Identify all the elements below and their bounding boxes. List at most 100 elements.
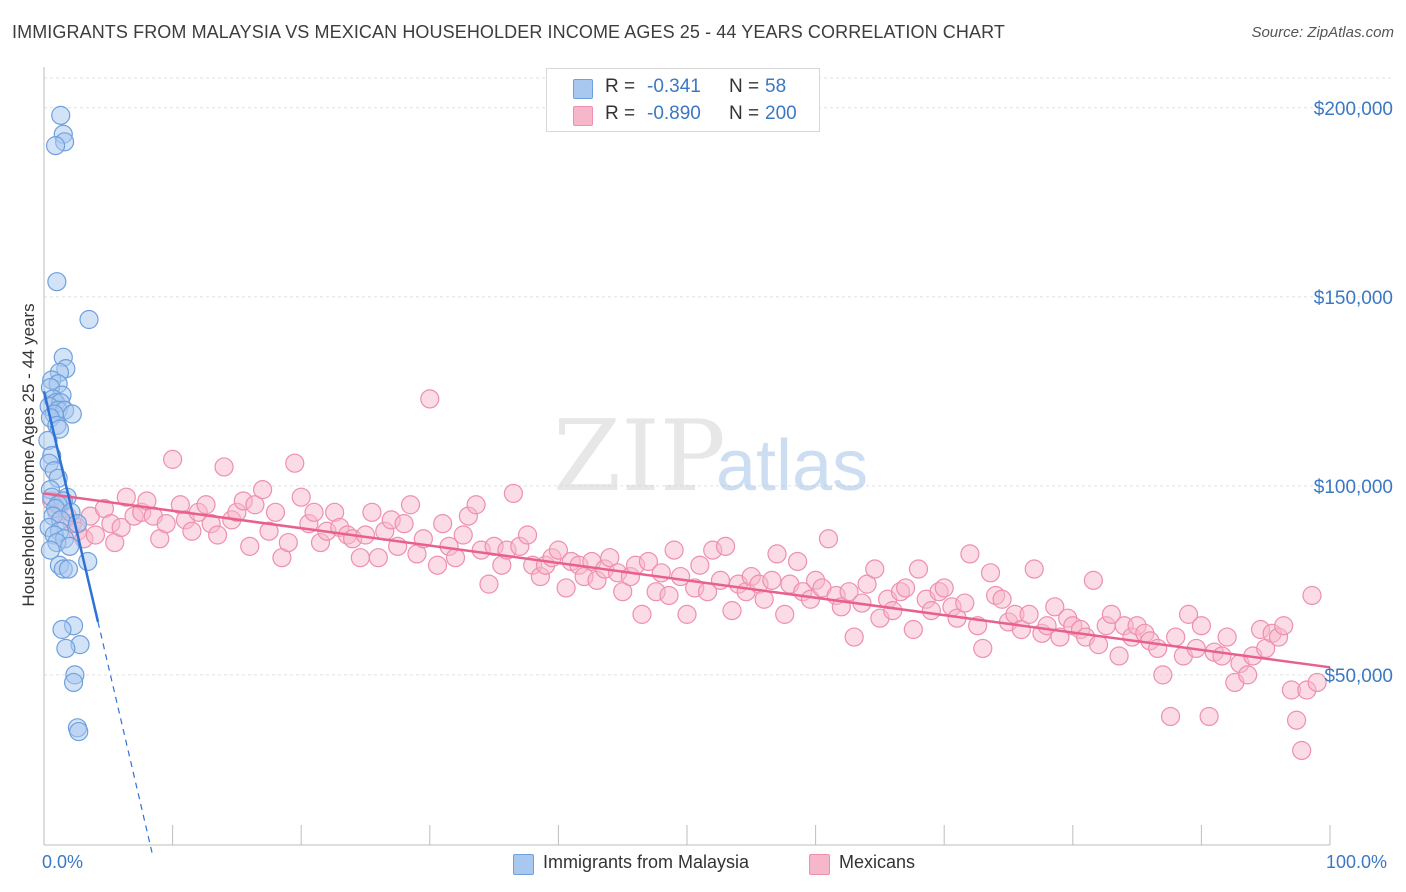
- mexicans-swatch: [573, 106, 593, 126]
- malaysia-trend-extension: [97, 621, 153, 853]
- mexicans-trend-line: [43, 492, 1331, 669]
- trend-lines: [42, 391, 1331, 853]
- n-value: 200: [765, 103, 797, 124]
- mexicans-legend-swatch: [809, 854, 830, 875]
- mexicans-point: [350, 548, 370, 568]
- n-label: N =: [729, 103, 760, 124]
- mexicans-point: [368, 548, 388, 568]
- y-tick-label: $100,000: [1314, 477, 1393, 498]
- mexicans-point: [285, 453, 305, 473]
- mexicans-point: [934, 578, 954, 598]
- mexicans-point: [466, 495, 486, 515]
- mexicans-point: [400, 495, 421, 515]
- r-value: -0.341: [647, 76, 701, 97]
- mexicans-point: [394, 514, 414, 534]
- mexicans-point: [208, 525, 228, 545]
- mexicans-point: [715, 536, 736, 556]
- mexicans-point: [1178, 604, 1199, 624]
- mexicans-point: [787, 551, 808, 572]
- watermark-atlas: atlas: [716, 426, 868, 506]
- mexicans-point: [362, 502, 382, 522]
- mexicans-point: [1024, 559, 1044, 579]
- mexicans-point: [1166, 627, 1186, 647]
- mexicans-point: [278, 532, 298, 553]
- mexicans-point: [1101, 604, 1121, 624]
- n-label: N =: [729, 76, 760, 97]
- mexicans-point: [659, 585, 679, 606]
- mexicans-point: [1302, 585, 1322, 606]
- source-label: Source: ZipAtlas.com: [1251, 24, 1394, 41]
- mexicans-point: [548, 540, 569, 560]
- malaysia-point: [47, 272, 67, 292]
- mexicans-point: [651, 563, 671, 583]
- mexicans-point: [883, 601, 903, 621]
- mexicans-point: [1109, 646, 1129, 666]
- mexicans-point: [1160, 706, 1181, 727]
- mexicans-point: [960, 544, 980, 564]
- mexicans-point: [844, 627, 864, 647]
- mexicans-point: [116, 487, 136, 507]
- malaysia-swatch: [573, 79, 593, 99]
- x-tick-label-min: 0.0%: [42, 852, 84, 872]
- mexicans-point: [839, 582, 859, 602]
- mexicans-point: [265, 502, 286, 522]
- mexicans-point: [156, 514, 176, 534]
- mexicans-point: [767, 544, 787, 564]
- mexicans-point: [1045, 597, 1065, 617]
- mexicans-point: [955, 593, 975, 613]
- mexicans-point: [638, 551, 659, 572]
- mexicans-point: [1274, 616, 1294, 636]
- mexicans-point: [420, 389, 440, 409]
- legend-row-mexicans: R = -0.890 N = 200: [547, 101, 819, 127]
- malaysia-point: [56, 638, 76, 659]
- mexicans-point: [857, 574, 877, 594]
- mexicans-point: [85, 525, 106, 545]
- malaysia-point: [45, 136, 66, 156]
- mexicans-point: [908, 559, 929, 579]
- mexicans-point: [1153, 665, 1173, 685]
- legend-row-malaysia: R = -0.341 N = 58: [547, 74, 819, 100]
- mexicans-point: [214, 457, 234, 477]
- x-tick-label-max: 100.0%: [1326, 852, 1388, 872]
- correlation-legend: R = -0.341 N = 58 R = -0.890 N = 200: [546, 68, 820, 132]
- mexicans-point: [453, 525, 473, 545]
- mexicans-point: [1292, 740, 1312, 761]
- mexicans-point: [111, 517, 131, 538]
- mexicans-point: [503, 483, 523, 504]
- mexicans-point: [903, 619, 923, 640]
- mexicans-point: [1191, 616, 1212, 636]
- mexicans-point: [613, 582, 633, 602]
- mexicans-point: [517, 525, 538, 545]
- mexicans-point: [245, 495, 265, 515]
- y-tick-label: $200,000: [1314, 99, 1393, 120]
- mexicans-point: [921, 601, 941, 621]
- chart-title: IMMIGRANTS FROM MALAYSIA VS MEXICAN HOUS…: [12, 22, 1005, 42]
- mexicans-point: [196, 495, 216, 515]
- mexicans-point: [677, 604, 697, 624]
- mexicans-point: [896, 578, 916, 598]
- mexicans-point: [973, 638, 993, 659]
- y-tick-labels: $50,000 $100,000 $150,000 $200,000: [1314, 99, 1393, 687]
- mexicans-point: [818, 529, 839, 549]
- malaysia-point: [62, 404, 82, 424]
- mexicans-point: [182, 521, 202, 541]
- mexicans-point: [1212, 646, 1232, 666]
- mexicans-point: [992, 589, 1012, 609]
- malaysia-point: [69, 721, 89, 742]
- mexicans-point: [291, 487, 311, 507]
- malaysia-points: [38, 105, 99, 742]
- mexicans-point: [479, 574, 499, 594]
- mexicans-point: [1083, 570, 1103, 590]
- mexicans-point: [980, 563, 1001, 583]
- mexicans-point: [865, 559, 885, 579]
- mexicans-point: [1238, 665, 1258, 685]
- mexicans-point: [433, 514, 453, 534]
- watermark: ZIP atlas: [553, 400, 868, 514]
- mexicans-point: [1307, 672, 1327, 693]
- mexicans-point: [304, 502, 324, 522]
- malaysia-point: [40, 540, 61, 560]
- mexicans-point: [259, 521, 279, 541]
- y-axis-label: Householder Income Ages 25 - 44 years: [19, 303, 38, 607]
- malaysia-point: [60, 536, 80, 556]
- mexicans-point: [762, 570, 782, 590]
